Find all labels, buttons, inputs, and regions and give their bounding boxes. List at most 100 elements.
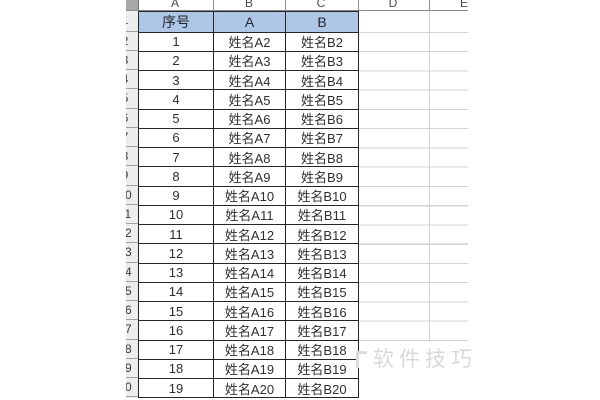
cell-name-b[interactable]: 姓名B11 bbox=[286, 205, 359, 225]
cell-seq[interactable]: 16 bbox=[139, 321, 214, 341]
column-header-c[interactable]: C bbox=[316, 0, 326, 10]
gridline-column-divider bbox=[429, 11, 430, 342]
cell-name-b[interactable]: 姓名B17 bbox=[286, 321, 359, 341]
row-header-cell[interactable]: 7 bbox=[126, 128, 138, 147]
cell-name-b[interactable]: 姓名B16 bbox=[286, 302, 359, 322]
cell-seq[interactable]: 12 bbox=[139, 244, 214, 264]
cell-seq[interactable]: 5 bbox=[139, 109, 214, 129]
cell-name-b[interactable]: 姓名B4 bbox=[286, 71, 359, 91]
row-number: 20 bbox=[126, 378, 138, 396]
cell-seq[interactable]: 18 bbox=[139, 359, 214, 379]
row-header-cell[interactable]: 5 bbox=[126, 89, 138, 109]
cell-seq[interactable]: 19 bbox=[139, 379, 214, 399]
cell-seq[interactable]: 14 bbox=[139, 282, 214, 302]
empty-cells-gridlines bbox=[359, 31, 468, 341]
table-row: 19 姓名A20 姓名B20 bbox=[139, 379, 359, 399]
row-header-cell[interactable]: 15 bbox=[126, 282, 138, 301]
cell-name-b[interactable]: 姓名B12 bbox=[286, 225, 359, 245]
cell-name-a[interactable]: 姓名A19 bbox=[214, 359, 286, 379]
cell-name-a[interactable]: 姓名A10 bbox=[214, 186, 286, 206]
cell-name-a[interactable]: 姓名A3 bbox=[214, 51, 286, 71]
cell-name-a[interactable]: 姓名A14 bbox=[214, 263, 286, 283]
row-header-cell[interactable]: 4 bbox=[126, 70, 138, 90]
row-number: 1 bbox=[126, 11, 138, 30]
row-number: 18 bbox=[126, 340, 138, 358]
cell-name-a[interactable]: 姓名A17 bbox=[214, 321, 286, 341]
row-header-cell[interactable]: 19 bbox=[126, 359, 138, 378]
row-header-cell[interactable]: 16 bbox=[126, 301, 138, 321]
cell-name-a[interactable]: 姓名A18 bbox=[214, 340, 286, 360]
cell-name-b[interactable]: 姓名B10 bbox=[286, 186, 359, 206]
cell-name-a[interactable]: 姓名A7 bbox=[214, 128, 286, 148]
row-header-strip: 1234567891011121314151617181920 bbox=[126, 11, 138, 398]
header-cell-b[interactable]: B bbox=[286, 12, 359, 33]
cell-seq[interactable]: 10 bbox=[139, 205, 214, 225]
row-header-cell[interactable]: 17 bbox=[126, 320, 138, 340]
column-header-b[interactable]: B bbox=[244, 0, 253, 10]
watermark-text: 软件技巧 bbox=[373, 348, 477, 371]
cell-seq[interactable]: 9 bbox=[139, 186, 214, 206]
cell-name-b[interactable]: 姓名B5 bbox=[286, 90, 359, 110]
cell-name-a[interactable]: 姓名A6 bbox=[214, 109, 286, 129]
row-number: 9 bbox=[126, 166, 138, 184]
cell-name-a[interactable]: 姓名A8 bbox=[214, 148, 286, 168]
cell-name-b[interactable]: 姓名B13 bbox=[286, 244, 359, 264]
cell-name-b[interactable]: 姓名B3 bbox=[286, 51, 359, 71]
cell-name-b[interactable]: 姓名B15 bbox=[286, 282, 359, 302]
cell-name-b[interactable]: 姓名B18 bbox=[286, 340, 359, 360]
cell-name-a[interactable]: 姓名A9 bbox=[214, 167, 286, 187]
cell-name-a[interactable]: 姓名A16 bbox=[214, 302, 286, 322]
column-header-divider bbox=[429, 0, 430, 10]
data-table: 序号 A B 1 姓名A2 姓名B2 2 姓名A3 姓名B3 3 姓名A4 姓名… bbox=[138, 11, 359, 399]
row-header-cell[interactable]: 6 bbox=[126, 109, 138, 128]
row-header-cell[interactable]: 11 bbox=[126, 205, 138, 224]
row-header-cell[interactable]: 1 bbox=[126, 11, 138, 32]
row-header-cell[interactable]: 3 bbox=[126, 51, 138, 70]
table-row: 5 姓名A6 姓名B6 bbox=[139, 109, 359, 129]
cell-name-b[interactable]: 姓名B20 bbox=[286, 379, 359, 399]
cell-name-a[interactable]: 姓名A13 bbox=[214, 244, 286, 264]
row-header-cell[interactable]: 14 bbox=[126, 263, 138, 282]
row-header-cell[interactable]: 13 bbox=[126, 243, 138, 263]
row-header-cell[interactable]: 2 bbox=[126, 32, 138, 51]
cell-name-b[interactable]: 姓名B8 bbox=[286, 148, 359, 168]
cell-name-b[interactable]: 姓名B2 bbox=[286, 32, 359, 52]
select-all-corner[interactable] bbox=[126, 0, 139, 10]
cell-seq[interactable]: 17 bbox=[139, 340, 214, 360]
header-cell-seq[interactable]: 序号 bbox=[139, 12, 214, 33]
cell-seq[interactable]: 15 bbox=[139, 302, 214, 322]
cell-name-b[interactable]: 姓名B19 bbox=[286, 359, 359, 379]
cell-seq[interactable]: 4 bbox=[139, 90, 214, 110]
cell-name-b[interactable]: 姓名B14 bbox=[286, 263, 359, 283]
column-header-e[interactable]: E bbox=[459, 0, 468, 10]
cell-name-a[interactable]: 姓名A15 bbox=[214, 282, 286, 302]
cell-name-a[interactable]: 姓名A5 bbox=[214, 90, 286, 110]
cell-name-a[interactable]: 姓名A20 bbox=[214, 379, 286, 399]
cell-seq[interactable]: 8 bbox=[139, 167, 214, 187]
column-header-divider bbox=[213, 0, 214, 10]
cell-name-a[interactable]: 姓名A4 bbox=[214, 71, 286, 91]
row-header-cell[interactable]: 8 bbox=[126, 147, 138, 167]
row-header-cell[interactable]: 20 bbox=[126, 378, 138, 398]
row-header-cell[interactable]: 12 bbox=[126, 224, 138, 244]
cell-seq[interactable]: 2 bbox=[139, 51, 214, 71]
cell-seq[interactable]: 7 bbox=[139, 148, 214, 168]
column-header-a[interactable]: A bbox=[170, 0, 179, 10]
row-number: 7 bbox=[126, 128, 138, 146]
cell-seq[interactable]: 1 bbox=[139, 32, 214, 52]
cell-name-a[interactable]: 姓名A12 bbox=[214, 225, 286, 245]
cell-name-b[interactable]: 姓名B6 bbox=[286, 109, 359, 129]
cell-seq[interactable]: 6 bbox=[139, 128, 214, 148]
row-header-cell[interactable]: 9 bbox=[126, 166, 138, 186]
cell-seq[interactable]: 11 bbox=[139, 225, 214, 245]
cell-name-a[interactable]: 姓名A11 bbox=[214, 205, 286, 225]
column-header-d[interactable]: D bbox=[388, 0, 398, 10]
cell-name-a[interactable]: 姓名A2 bbox=[214, 32, 286, 52]
row-header-cell[interactable]: 18 bbox=[126, 340, 138, 359]
cell-name-b[interactable]: 姓名B9 bbox=[286, 167, 359, 187]
header-cell-a[interactable]: A bbox=[214, 12, 286, 33]
row-header-cell[interactable]: 10 bbox=[126, 186, 138, 205]
cell-seq[interactable]: 3 bbox=[139, 71, 214, 91]
cell-name-b[interactable]: 姓名B7 bbox=[286, 128, 359, 148]
cell-seq[interactable]: 13 bbox=[139, 263, 214, 283]
